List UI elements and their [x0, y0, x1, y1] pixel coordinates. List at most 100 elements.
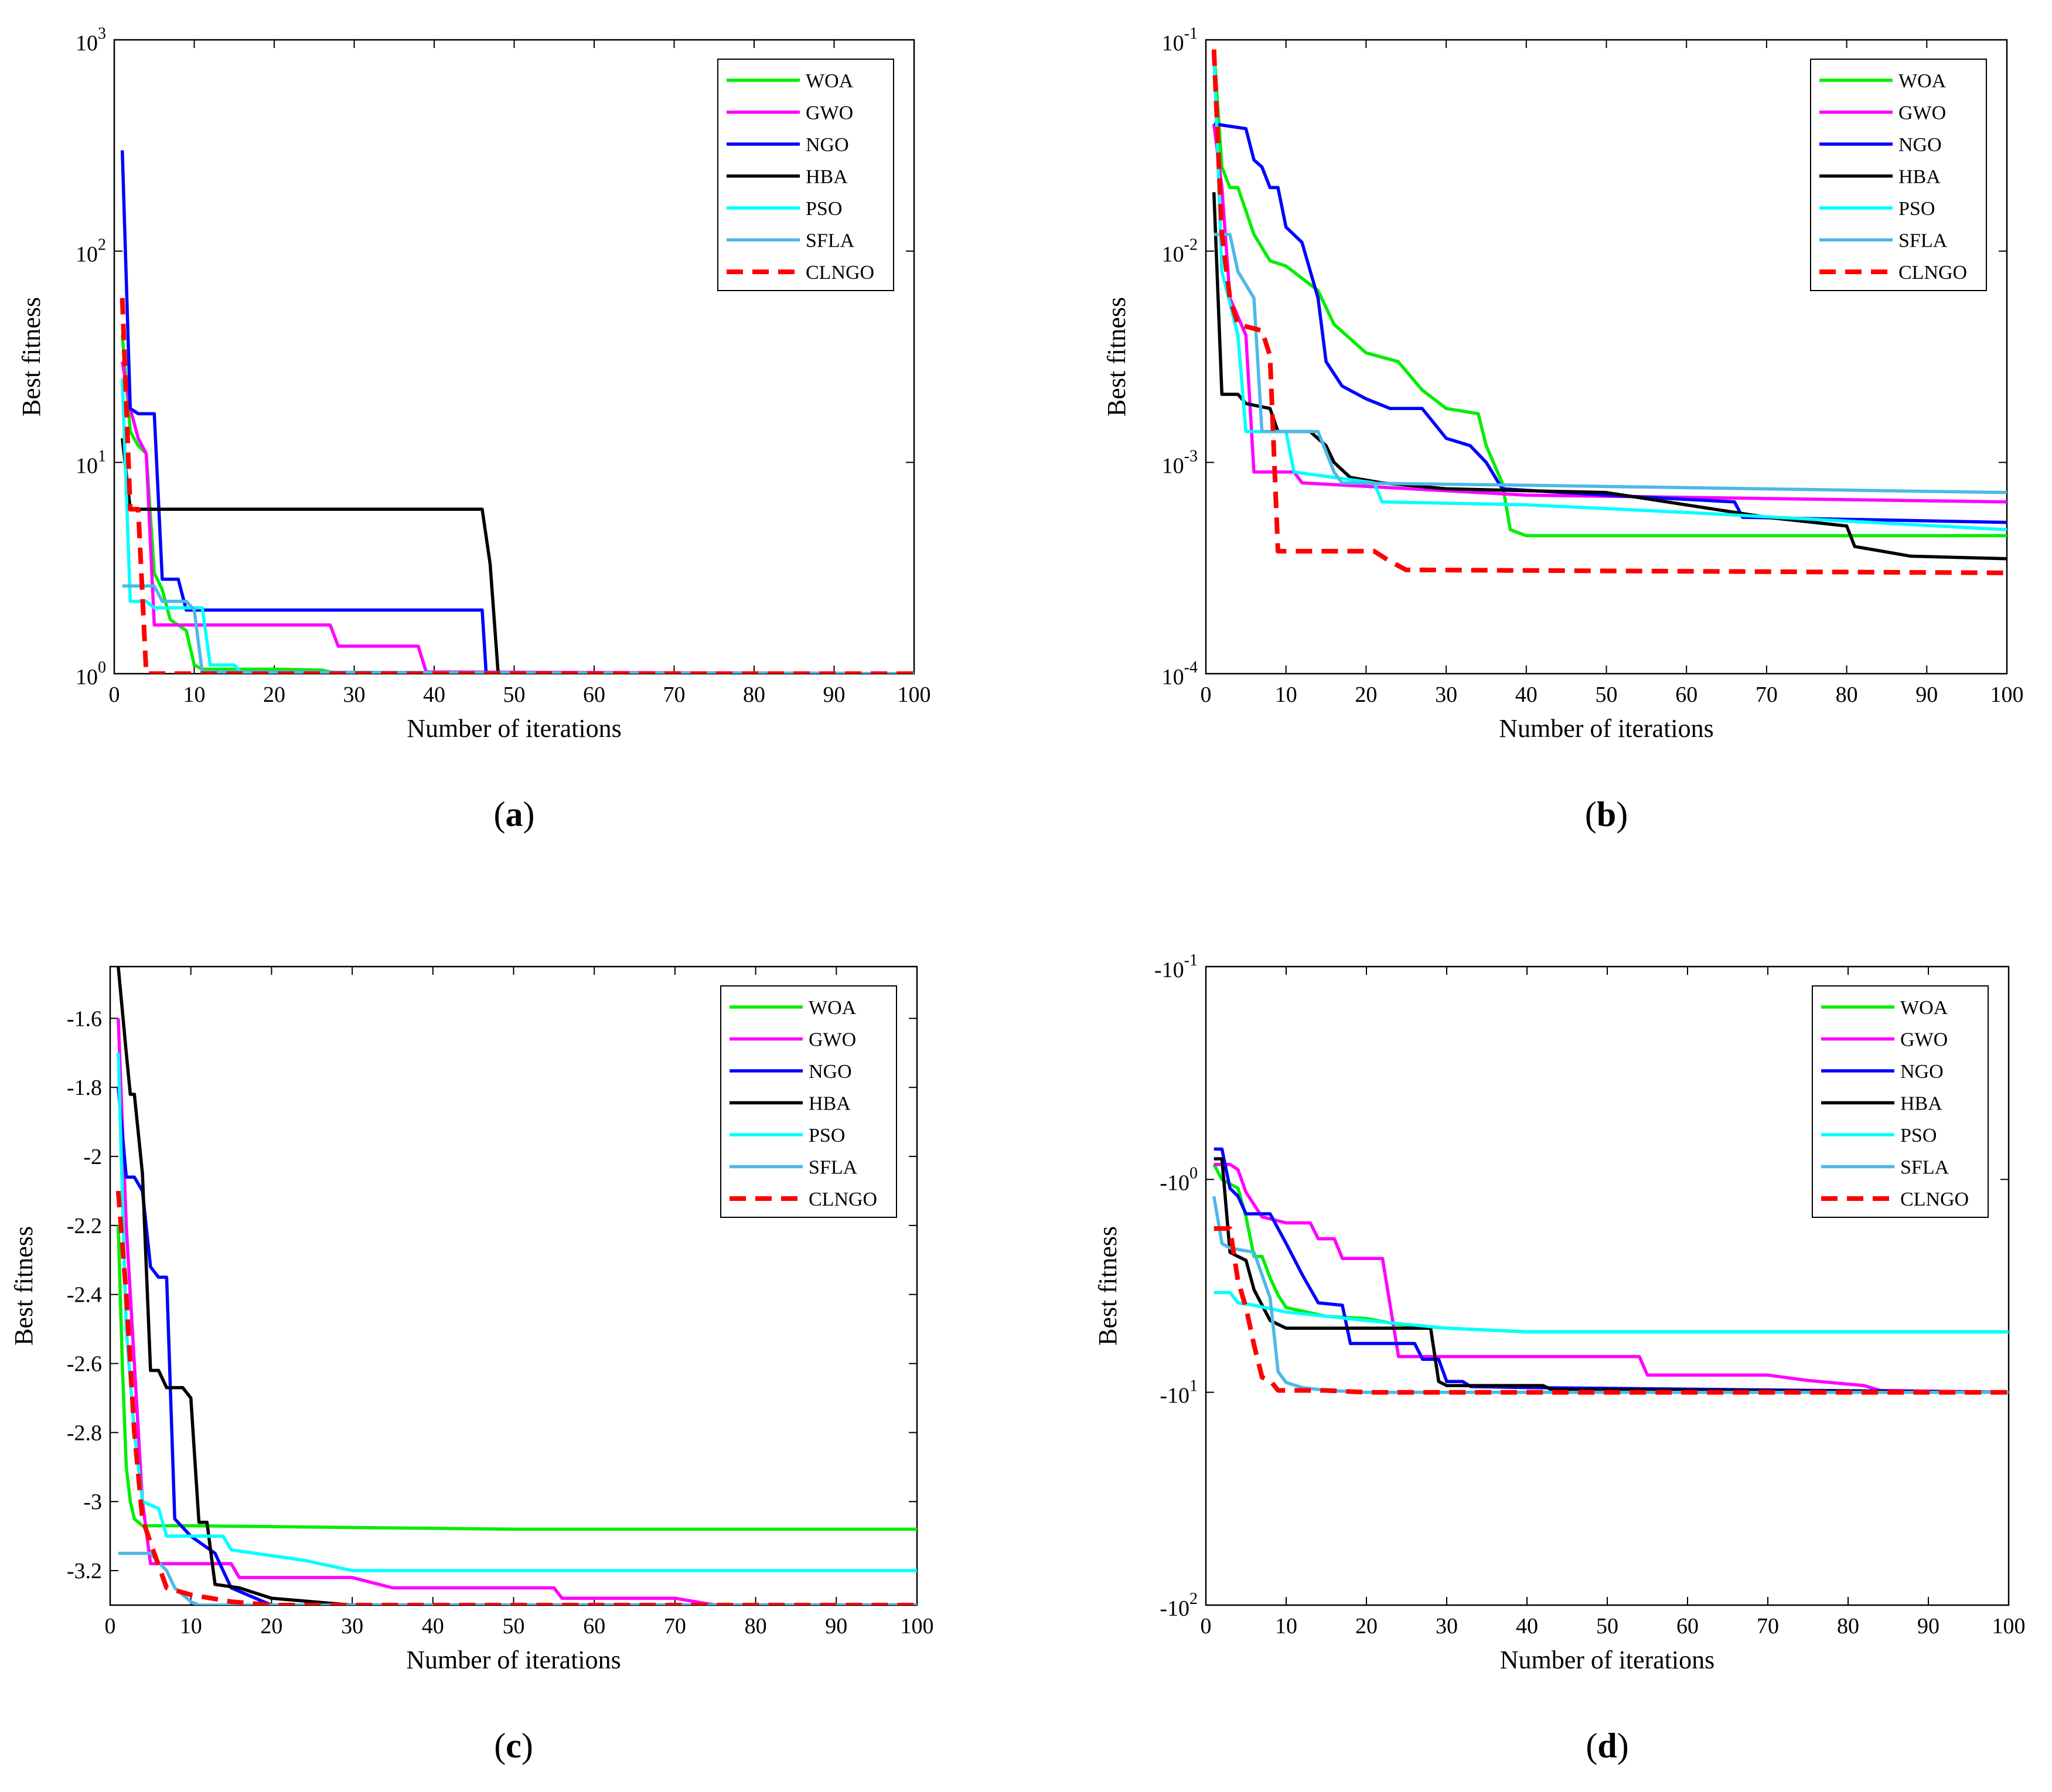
series-line-ngo — [117, 1087, 917, 1605]
caption-paren-open: ( — [1585, 795, 1597, 834]
caption-paren-close: ) — [523, 795, 535, 834]
y-tick-exponent: 0 — [98, 658, 106, 677]
y-tick-exponent: 1 — [98, 447, 106, 465]
caption-paren-open: ( — [1586, 1726, 1597, 1765]
y-tick-base: 10 — [1162, 453, 1184, 478]
x-tick-label: 100 — [901, 1614, 934, 1639]
y-tick-base: 10 — [1162, 243, 1184, 267]
x-tick-label: 50 — [1596, 1614, 1618, 1639]
series-line-hba — [120, 438, 914, 674]
x-axis-label: Number of iterations — [406, 1646, 621, 1674]
x-tick-label: 100 — [1990, 682, 2024, 707]
series-group — [1212, 1147, 2009, 1395]
legend-label: WOA — [1898, 70, 1947, 92]
legend-label: SFLA — [1900, 1157, 1949, 1179]
series-line-hba — [117, 967, 917, 1605]
legend-label: CLNGO — [1900, 1189, 1969, 1210]
x-tick-label: 20 — [1355, 682, 1377, 707]
y-tick-label: -2.6 — [67, 1352, 102, 1377]
series-line-clngo — [1214, 1226, 2009, 1395]
y-tick-label: -2.4 — [67, 1283, 102, 1308]
x-tick-label: 10 — [183, 682, 206, 707]
x-tick-label: 80 — [745, 1614, 767, 1639]
x-tick-label: 70 — [663, 682, 686, 707]
x-tick-label: 70 — [1757, 1614, 1779, 1639]
caption-letter: d — [1597, 1726, 1617, 1765]
series-line-woa — [117, 1225, 917, 1531]
legend-label: HBA — [1898, 166, 1941, 188]
x-tick-label: 100 — [898, 682, 931, 707]
x-tick-label: 90 — [823, 682, 846, 707]
legend-label: PSO — [1898, 198, 1935, 220]
panel-caption: (c) — [494, 1726, 533, 1765]
x-tick-label: 0 — [105, 1614, 116, 1639]
x-tick-label: 30 — [343, 682, 366, 707]
y-tick-label: -100 — [1160, 1164, 1198, 1195]
y-tick-exponent: 2 — [1189, 1590, 1198, 1608]
legend-label: HBA — [809, 1093, 851, 1115]
legend-label: CLNGO — [806, 262, 874, 284]
x-axis-label: Number of iterations — [1499, 714, 1714, 743]
y-tick-label: -1.8 — [67, 1076, 102, 1100]
y-tick-label: -102 — [1160, 1590, 1198, 1621]
y-tick-label: 102 — [76, 236, 106, 267]
chart-panel-a: 0 10 20 30 40 50 60 70 80 90 100100101102103WOAGWO… — [17, 25, 931, 834]
x-tick-label: 60 — [583, 682, 605, 707]
legend-label: NGO — [806, 134, 849, 156]
series-line-ngo — [120, 150, 914, 674]
legend-label: WOA — [1900, 997, 1948, 1019]
legend-label: HBA — [806, 166, 848, 188]
series-line-ngo — [1214, 1147, 2009, 1394]
caption-letter: a — [506, 795, 523, 834]
y-tick-exponent: -2 — [1184, 236, 1198, 254]
y-tick-base: 10 — [76, 31, 98, 56]
y-axis-label: Best fitness — [1102, 297, 1131, 417]
series-line-pso — [120, 378, 914, 674]
y-tick-label: 100 — [76, 658, 106, 690]
y-tick-base: 10 — [1162, 31, 1184, 56]
legend-label: WOA — [806, 70, 854, 92]
y-tick-exponent: 0 — [1189, 1164, 1198, 1182]
x-tick-label: 20 — [263, 682, 285, 707]
legend-label: SFLA — [809, 1157, 858, 1179]
legend-label: GWO — [1900, 1029, 1948, 1051]
y-tick-exponent: -4 — [1184, 658, 1198, 677]
legend-label: NGO — [1898, 134, 1942, 156]
legend-label: HBA — [1900, 1093, 1942, 1115]
caption-paren-close: ) — [521, 1726, 533, 1765]
y-tick-label: 101 — [76, 447, 106, 478]
y-tick-base: 10 — [1162, 665, 1184, 690]
legend-label: SFLA — [1898, 230, 1948, 252]
legend-label: GWO — [806, 103, 853, 124]
series-line-sfla — [1214, 233, 2007, 494]
x-tick-label: 70 — [1756, 682, 1778, 707]
x-tick-label: 0 — [1201, 1614, 1212, 1639]
legend-label: NGO — [809, 1061, 852, 1083]
caption-paren-close: ) — [1616, 795, 1628, 834]
x-tick-label: 80 — [743, 682, 765, 707]
x-tick-label: 20 — [1355, 1614, 1378, 1639]
x-tick-label: 10 — [1275, 682, 1297, 707]
series-line-clngo — [1211, 49, 2007, 575]
y-tick-exponent: 1 — [1189, 1377, 1198, 1395]
x-tick-label: 0 — [1201, 682, 1212, 707]
y-axis-label: Best fitness — [17, 297, 46, 417]
chart-panel-c: 0 10 20 30 40 50 60 70 80 90 100 -1.6 -1.8 -2 -2.2 -2.4… — [9, 965, 934, 1765]
legend-label: NGO — [1900, 1061, 1944, 1083]
caption-letter: c — [506, 1726, 521, 1765]
x-tick-label: 10 — [180, 1614, 202, 1639]
x-tick-label: 60 — [1675, 682, 1697, 707]
y-tick-exponent: 2 — [98, 236, 106, 254]
y-tick-label: 103 — [76, 25, 106, 56]
legend-label: GWO — [809, 1029, 856, 1051]
panel-caption: (d) — [1586, 1726, 1628, 1765]
chart-panel-d: 0 10 20 30 40 50 60 70 80 90 100-10-1-100-101-102W… — [1093, 951, 2026, 1765]
y-tick-label: 10-3 — [1162, 447, 1198, 478]
series-line-woa — [120, 334, 914, 674]
series-group — [120, 150, 914, 674]
legend: WOA GWO NGO HBA PSO SFLA CLNGO — [720, 985, 897, 1218]
x-tick-label: 0 — [109, 682, 120, 707]
y-tick-label: -2 — [83, 1145, 102, 1169]
y-tick-base: 10 — [76, 243, 98, 267]
x-tick-label: 70 — [664, 1614, 686, 1639]
